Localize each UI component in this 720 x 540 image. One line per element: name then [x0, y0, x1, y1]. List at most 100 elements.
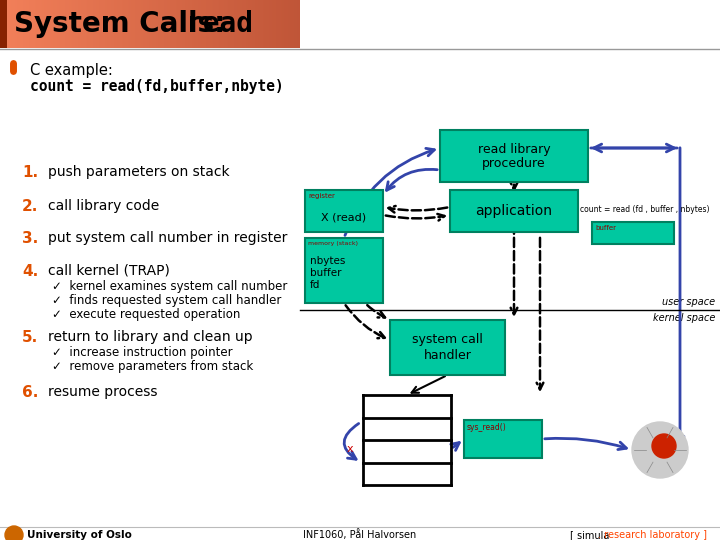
Bar: [433, 0, 435, 48]
Bar: [0, 0, 1, 48]
Bar: [27, 0, 29, 48]
Bar: [395, 0, 396, 48]
Bar: [414, 0, 415, 48]
Bar: [40, 0, 42, 48]
Bar: [428, 0, 429, 48]
Circle shape: [652, 434, 676, 458]
Bar: [161, 0, 162, 48]
Bar: [289, 0, 291, 48]
Bar: [321, 0, 323, 48]
Text: X (read): X (read): [321, 212, 366, 222]
Bar: [99, 0, 101, 48]
Bar: [354, 0, 356, 48]
Bar: [71, 0, 72, 48]
Bar: [35, 0, 36, 48]
Bar: [415, 0, 417, 48]
Text: ✓  increase instruction pointer: ✓ increase instruction pointer: [52, 346, 233, 359]
Bar: [87, 0, 89, 48]
Bar: [14, 0, 15, 48]
Text: return to library and clean up: return to library and clean up: [48, 330, 253, 344]
Bar: [249, 0, 251, 48]
Bar: [12, 0, 14, 48]
Bar: [73, 0, 75, 48]
Text: read library: read library: [477, 143, 550, 156]
Bar: [140, 0, 141, 48]
Bar: [230, 0, 231, 48]
Text: application: application: [475, 204, 552, 218]
Bar: [132, 0, 134, 48]
Circle shape: [632, 422, 688, 478]
Bar: [11, 0, 12, 48]
Bar: [361, 0, 363, 48]
Bar: [166, 0, 168, 48]
Bar: [387, 0, 389, 48]
Bar: [357, 0, 359, 48]
Bar: [112, 0, 114, 48]
Bar: [313, 0, 315, 48]
Text: 1.: 1.: [22, 165, 38, 180]
Bar: [158, 0, 159, 48]
Bar: [150, 0, 152, 48]
Bar: [129, 0, 130, 48]
Bar: [343, 0, 345, 48]
Bar: [9, 0, 11, 48]
Bar: [54, 0, 55, 48]
Bar: [123, 0, 125, 48]
Bar: [133, 0, 135, 48]
Bar: [57, 0, 58, 48]
Bar: [271, 0, 273, 48]
Text: System Calls:: System Calls:: [14, 10, 235, 38]
Bar: [397, 0, 399, 48]
Bar: [327, 0, 328, 48]
Bar: [426, 0, 428, 48]
Bar: [288, 0, 289, 48]
Bar: [312, 0, 314, 48]
Bar: [252, 0, 253, 48]
Bar: [255, 0, 256, 48]
Bar: [217, 0, 219, 48]
Bar: [55, 0, 57, 48]
Bar: [330, 0, 332, 48]
Bar: [174, 0, 176, 48]
Bar: [447, 0, 449, 48]
Bar: [3, 0, 4, 48]
Bar: [348, 0, 350, 48]
Bar: [173, 0, 174, 48]
Bar: [102, 0, 104, 48]
Bar: [222, 0, 224, 48]
Bar: [186, 0, 188, 48]
Bar: [47, 0, 48, 48]
Bar: [225, 0, 227, 48]
Bar: [261, 0, 263, 48]
Bar: [425, 0, 426, 48]
Bar: [159, 0, 161, 48]
Text: register: register: [308, 193, 335, 199]
Bar: [117, 0, 119, 48]
Bar: [400, 0, 402, 48]
Bar: [324, 0, 325, 48]
Bar: [7, 0, 9, 48]
Bar: [90, 0, 91, 48]
Bar: [53, 0, 54, 48]
Bar: [180, 0, 181, 48]
Bar: [42, 0, 44, 48]
Bar: [76, 0, 78, 48]
Bar: [317, 0, 318, 48]
Bar: [147, 0, 148, 48]
Bar: [231, 0, 233, 48]
Text: . research laboratory ]: . research laboratory ]: [595, 530, 707, 540]
Bar: [168, 0, 170, 48]
Bar: [108, 0, 109, 48]
Bar: [111, 0, 112, 48]
Bar: [420, 0, 422, 48]
Bar: [403, 0, 405, 48]
Bar: [305, 0, 306, 48]
Bar: [17, 0, 18, 48]
Bar: [233, 0, 234, 48]
Bar: [369, 0, 371, 48]
Bar: [169, 0, 171, 48]
Bar: [274, 0, 276, 48]
Bar: [181, 0, 183, 48]
Bar: [381, 0, 382, 48]
Bar: [292, 0, 294, 48]
